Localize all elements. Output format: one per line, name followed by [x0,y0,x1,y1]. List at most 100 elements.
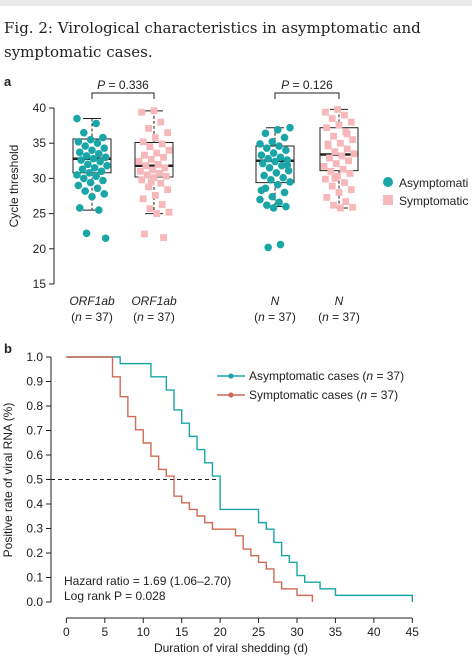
data-point [84,160,92,169]
data-point [330,201,337,209]
data-point [271,157,279,166]
data-point [258,159,267,168]
data-point [349,203,357,211]
panel-b-y-tick-label: 0.8 [26,399,43,413]
data-point [320,163,328,170]
data-point [273,126,282,134]
hazard-ratio-annotation: Hazard ratio = 1.69 (1.06–2.70) [64,574,231,588]
data-point [138,108,146,116]
data-point [139,195,147,203]
data-point [330,132,337,140]
data-point [286,123,294,132]
panel-a-y-tick-label: 25 [33,207,47,221]
data-point [335,121,343,129]
data-point [90,164,99,172]
data-point [256,195,264,204]
data-point [343,130,351,138]
data-point [328,115,336,122]
data-point [157,118,165,126]
legend-asymptomatic-marker [383,177,393,187]
data-point [100,144,109,152]
data-point [92,172,100,181]
data-point [86,135,95,144]
comparison-p-value: P = 0.126 [281,78,333,92]
data-point [269,149,278,157]
data-point [321,175,329,183]
panel-b-y-tick-label: 0.2 [26,546,43,560]
data-point [331,148,339,156]
data-point [282,202,290,211]
data-point [346,170,354,177]
data-point [95,206,103,214]
data-point [165,208,173,216]
data-point [261,129,270,138]
data-point [269,204,278,212]
data-point [101,153,110,162]
data-point [323,124,331,132]
data-point [267,176,275,184]
data-point [141,230,148,238]
data-point [341,111,348,119]
panel-b-x-tick-label: 35 [329,625,343,639]
panel-b-y-tick-label: 0.9 [26,375,43,389]
legend-symptomatic-marker [383,195,393,205]
data-point [263,144,271,152]
data-point [139,138,147,146]
data-point [282,146,290,155]
data-point [331,175,339,182]
data-point [99,133,107,142]
survival-curve-symptomatic [66,356,314,602]
data-point [343,145,351,153]
data-point [160,234,167,241]
panel-b-x-tick-label: 25 [252,625,266,639]
panel-b-x-tick-label: 20 [213,625,227,639]
legend-marker [228,392,234,398]
data-point [347,186,355,194]
data-point [99,176,107,185]
data-point [88,192,96,201]
data-point [160,153,167,161]
data-point [321,108,329,116]
data-point [142,162,150,170]
data-point [103,161,111,170]
data-point [263,201,271,209]
data-point [85,168,94,177]
panel-b-x-tick-label: 15 [175,625,189,639]
panel-a-y-tick-label: 35 [33,136,47,150]
data-point [323,194,331,201]
comparison-p-value: P = 0.336 [97,78,149,92]
panel-b-x-tick-label: 30 [290,625,304,639]
panel-a-y-axis-label: Cycle threshold [7,145,21,228]
panel-b-y-tick-label: 0.6 [26,448,43,462]
group-label-gene: N [335,294,344,308]
panel-b-x-tick-label: 40 [367,625,381,639]
panel-b-y-tick-label: 0.5 [26,473,43,487]
top-divider [0,0,472,6]
data-point [73,114,81,123]
data-point [146,143,154,151]
data-point [338,152,346,160]
data-point [82,152,91,160]
comparison-bracket [91,92,155,99]
legend-marker [228,373,234,379]
data-point [96,157,104,166]
data-point [280,188,289,197]
data-point [75,204,84,212]
panel-b-x-tick-label: 5 [101,625,108,639]
panel-b-y-tick-label: 1.0 [26,350,43,364]
data-point [286,178,294,186]
data-point [147,155,155,163]
data-point [257,186,266,195]
data-point [143,171,151,179]
group-label-n: (n = 37) [71,310,113,324]
group-label-n: (n = 37) [318,310,360,324]
data-point [101,234,110,243]
data-point [350,150,358,158]
data-point [165,146,173,154]
panel-a-y-tick-label: 40 [33,101,47,115]
data-point [336,204,344,212]
data-point [146,205,154,213]
panel-b-y-tick-label: 0.7 [26,424,43,438]
data-point [335,189,343,196]
